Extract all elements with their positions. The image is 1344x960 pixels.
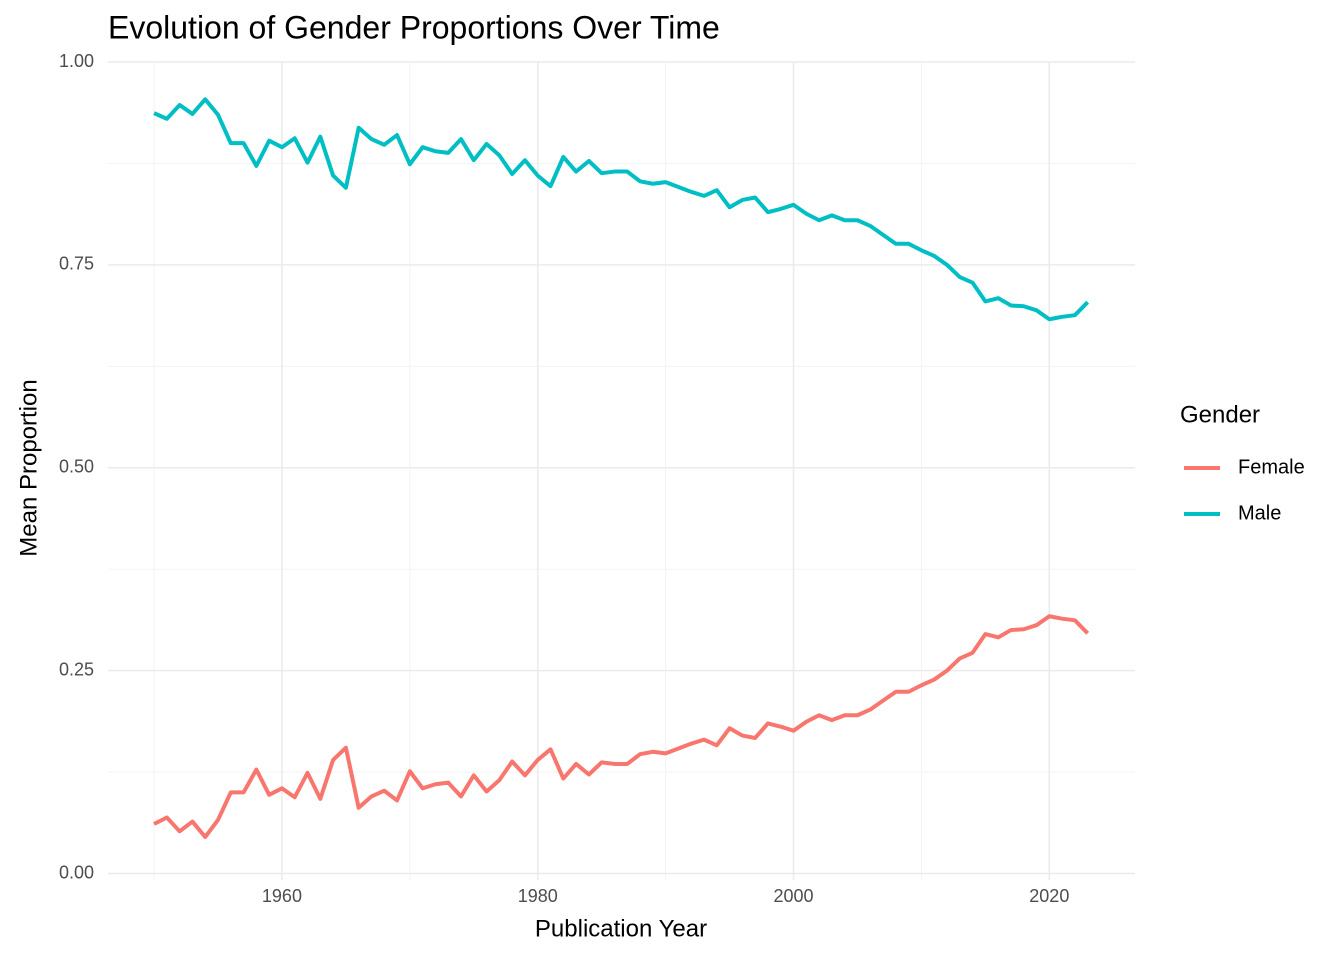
x-tick-label: 1960	[262, 886, 302, 906]
y-tick-label: 1.00	[59, 51, 94, 71]
x-tick-label: 1980	[518, 886, 558, 906]
series-line	[153, 97, 1090, 322]
y-tick-label: 0.50	[59, 457, 94, 477]
y-tick-label: 0.75	[59, 254, 94, 274]
chart-title: Evolution of Gender Proportions Over Tim…	[108, 9, 720, 45]
legend-label: Male	[1238, 502, 1281, 524]
x-axis-title: Publication Year	[535, 915, 707, 942]
legend-title: Gender	[1180, 401, 1260, 428]
legend-label: Female	[1238, 456, 1305, 478]
y-tick-label: 0.00	[59, 862, 94, 882]
x-tick-label: 2000	[773, 886, 813, 906]
y-tick-label: 0.25	[59, 659, 94, 679]
y-axis-title: Mean Proportion	[15, 379, 42, 556]
x-tick-label: 2020	[1029, 886, 1069, 906]
series-line	[153, 614, 1090, 839]
